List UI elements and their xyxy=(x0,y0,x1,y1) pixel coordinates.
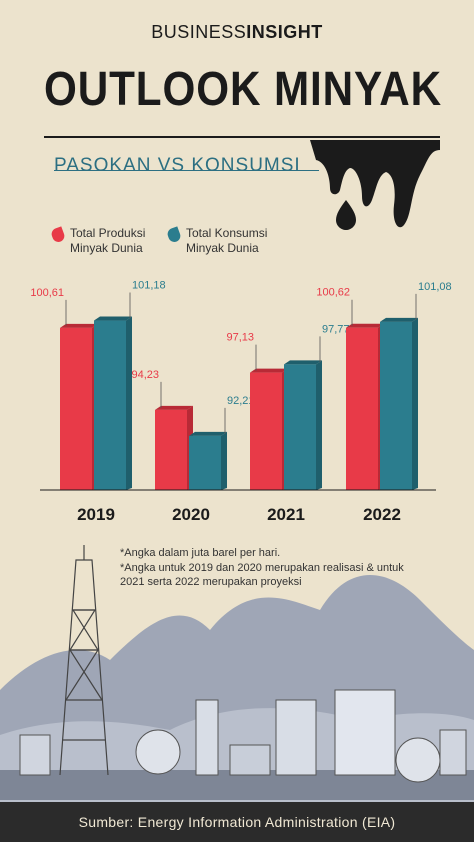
bar-top-produksi-2021 xyxy=(250,368,288,373)
bars-group: 100,61 101,18 2019 94,23 92,21 2020 97,13 97,77… xyxy=(30,280,451,524)
value-label-produksi-2020: 94,23 xyxy=(131,369,159,381)
bar-produksi-2022 xyxy=(346,327,378,490)
legend-produksi: Total Produksi Minyak Dunia xyxy=(49,226,162,256)
brand-logo: BUSINESSINSIGHT xyxy=(0,22,474,43)
bar-top-produksi-2020 xyxy=(155,405,193,410)
legend-konsumsi: Total Konsumsi Minyak Dunia xyxy=(165,226,278,256)
source-credit: Sumber: Energy Information Administratio… xyxy=(0,802,474,842)
bar-konsumsi-2021 xyxy=(284,364,316,490)
bar-side-konsumsi-2019 xyxy=(126,316,132,490)
brand-part2: INSIGHT xyxy=(246,22,323,42)
subtitle-underline xyxy=(54,170,319,171)
bar-side-konsumsi-2021 xyxy=(316,360,322,490)
value-label-produksi-2019: 100,61 xyxy=(30,287,64,299)
page-title: OUTLOOK MINYAK xyxy=(44,63,442,116)
bar-produksi-2019 xyxy=(60,327,92,490)
value-label-konsumsi-2020: 92,21 xyxy=(227,395,255,407)
value-label-konsumsi-2019: 101,18 xyxy=(132,280,166,292)
category-label-2019: 2019 xyxy=(77,505,115,524)
bar-top-konsumsi-2021 xyxy=(284,360,322,365)
bar-konsumsi-2019 xyxy=(94,320,126,490)
bar-top-konsumsi-2020 xyxy=(189,431,227,436)
bar-side-konsumsi-2020 xyxy=(221,431,227,490)
bar-konsumsi-2020 xyxy=(189,435,221,490)
value-label-konsumsi-2022: 101,08 xyxy=(418,281,452,293)
footnote-unit: *Angka dalam juta barel per hari. xyxy=(120,547,281,559)
title-underline xyxy=(44,136,440,138)
legend-konsumsi-label: Total Konsumsi Minyak Dunia xyxy=(186,226,268,255)
footnote-projection: *Angka untuk 2019 dan 2020 merupakan rea… xyxy=(120,562,404,588)
bar-konsumsi-2022 xyxy=(380,321,412,490)
value-label-konsumsi-2021: 97,77 xyxy=(322,323,350,335)
category-label-2020: 2020 xyxy=(172,505,210,524)
bar-top-konsumsi-2019 xyxy=(94,316,132,321)
bar-top-produksi-2022 xyxy=(346,323,384,328)
bar-produksi-2021 xyxy=(250,372,282,490)
bar-top-produksi-2019 xyxy=(60,323,98,328)
bar-top-konsumsi-2022 xyxy=(380,317,418,322)
category-label-2021: 2021 xyxy=(267,505,305,524)
legend-produksi-label: Total Produksi Minyak Dunia xyxy=(70,226,146,255)
value-label-produksi-2022: 100,62 xyxy=(316,287,350,299)
value-label-produksi-2021: 97,13 xyxy=(226,332,254,344)
brand-part1: BUSINESS xyxy=(151,22,247,42)
bar-side-konsumsi-2022 xyxy=(412,317,418,490)
category-label-2022: 2022 xyxy=(363,505,401,524)
bar-produksi-2020 xyxy=(155,409,187,490)
